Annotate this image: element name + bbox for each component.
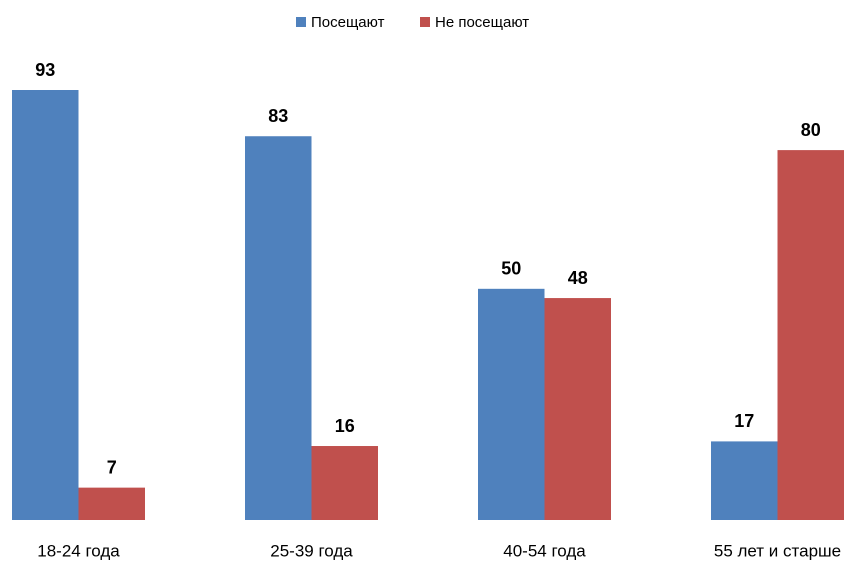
bar [78, 487, 145, 520]
bar [544, 298, 611, 520]
x-tick-label: 55 лет и старше [714, 541, 841, 560]
legend-label: Не посещают [435, 14, 529, 31]
x-tick-label: 18-24 года [37, 541, 120, 560]
data-label: 93 [35, 60, 55, 80]
data-label: 48 [568, 268, 588, 288]
bar [245, 136, 312, 520]
data-label: 7 [107, 457, 117, 477]
data-label: 50 [501, 259, 521, 279]
legend-label: Посещают [311, 14, 385, 31]
legend-swatch [296, 17, 306, 27]
x-tick-label: 25-39 года [270, 541, 353, 560]
data-label: 80 [801, 120, 821, 140]
data-label: 16 [335, 416, 355, 436]
bar [478, 288, 545, 520]
data-label: 83 [268, 106, 288, 126]
data-label: 17 [734, 411, 754, 431]
x-tick-label: 40-54 года [503, 541, 586, 560]
bar [311, 446, 378, 520]
bar [777, 150, 844, 520]
bar [12, 90, 79, 520]
bar [711, 441, 778, 520]
legend-swatch [420, 17, 430, 27]
